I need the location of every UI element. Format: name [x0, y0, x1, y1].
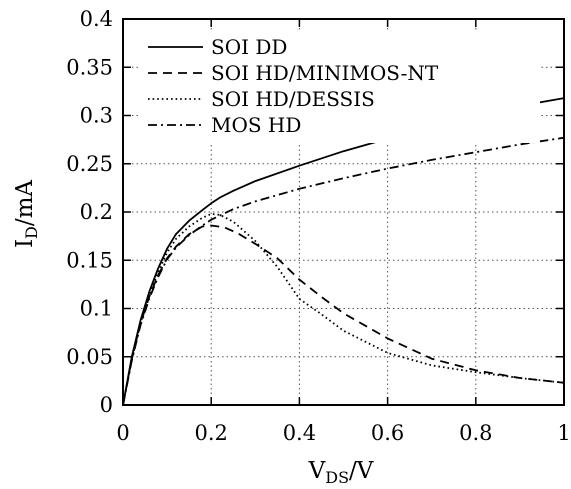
x-tick-label: 0 [116, 421, 129, 445]
axis-ticks [122, 18, 565, 406]
y-tick-label: 0.1 [80, 297, 113, 321]
y-tick-label: 0.35 [66, 55, 113, 79]
y-tick-label: 0.4 [80, 7, 113, 31]
y-tick-label: 0 [100, 393, 113, 417]
series-line-3 [122, 212, 565, 406]
series-line-1 [122, 97, 565, 406]
x-axis-label-tail: /V [349, 458, 374, 484]
series-layer [122, 97, 565, 406]
series-line-4 [122, 136, 565, 406]
legend-label-3: SOI HD/DESSIS [211, 87, 375, 111]
series-line-2 [122, 224, 565, 406]
y-axis-label: ID/mA [12, 180, 41, 248]
legend-background [140, 31, 540, 143]
x-tick-label: 0.6 [371, 421, 404, 445]
y-tick-label: 0.05 [66, 345, 113, 369]
y-tick-label: 0.15 [66, 248, 113, 272]
x-axis-label: VDS/V [308, 458, 374, 487]
y-tick-label: 0.2 [80, 200, 113, 224]
y-tick-label: 0.3 [80, 104, 113, 128]
x-tick-label: 0.2 [194, 421, 227, 445]
y-axis-label-tail: /mA [12, 180, 38, 227]
legend-label-4: MOS HD [211, 113, 301, 137]
legend-label-1: SOI DD [211, 35, 287, 59]
y-axis-label-sub: D [22, 226, 41, 239]
y-tick-label: 0.25 [66, 152, 113, 176]
x-axis-label-sub: DS [325, 468, 349, 487]
legend-label-2: SOI HD/MINIMOS-NT [211, 61, 439, 85]
x-tick-label: 0.8 [459, 421, 492, 445]
x-tick-label: 0.4 [283, 421, 316, 445]
y-axis-label-main: I [12, 239, 38, 248]
tick-labels: 0 0.2 0.4 0.6 0.8 1 0 0.05 0.1 0.15 0.2 0.25 0.3 0.35… [66, 7, 570, 445]
x-tick-label: 1 [557, 421, 570, 445]
x-axis-label-main: V [308, 458, 326, 484]
